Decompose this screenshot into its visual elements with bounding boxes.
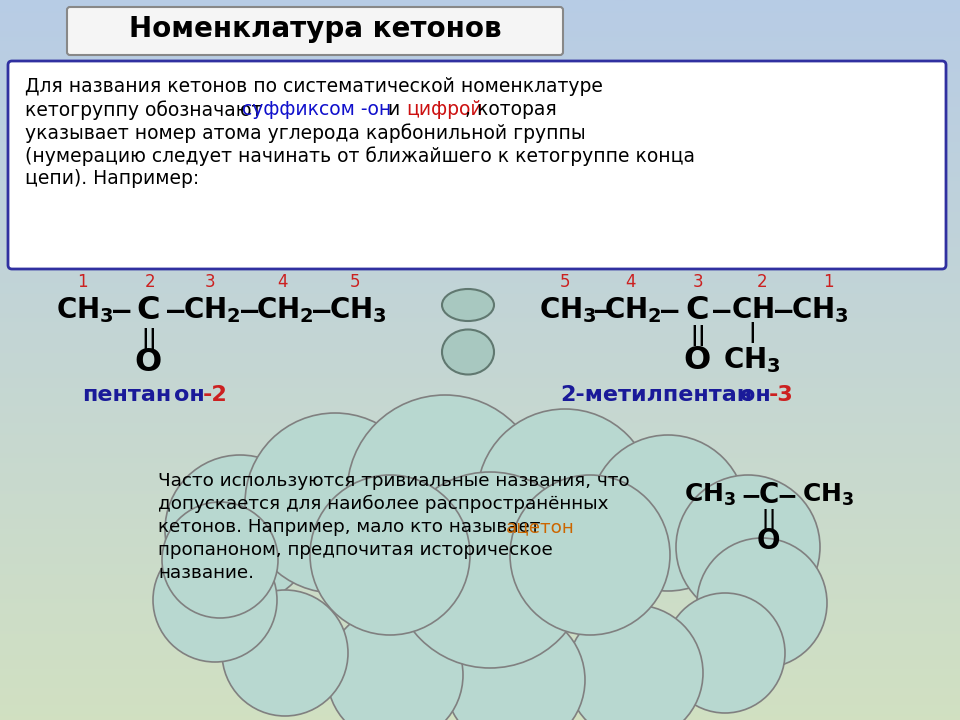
Circle shape [392,472,588,668]
Text: Часто используются тривиальные названия, что: Часто используются тривиальные названия,… [158,472,630,490]
Text: $\mathbf{CH_3}$: $\mathbf{CH_3}$ [540,295,597,325]
Text: 2: 2 [756,273,767,291]
Text: $\mathbf{||}$: $\mathbf{||}$ [141,325,156,351]
Text: $\mathbf{-}$: $\mathbf{-}$ [163,296,185,324]
Text: $\mathbf{C}$: $\mathbf{C}$ [136,294,159,325]
Circle shape [477,409,653,585]
Circle shape [590,435,746,591]
Text: 3: 3 [693,273,704,291]
Text: Для названия кетонов по систематической номенклатуре: Для названия кетонов по систематической … [25,77,603,96]
Text: -2: -2 [203,385,228,405]
Circle shape [676,475,820,619]
Text: цифрой: цифрой [406,100,483,119]
FancyBboxPatch shape [67,7,563,55]
Text: 1: 1 [823,273,833,291]
Text: 1: 1 [77,273,87,291]
Text: $\mathbf{CH_2}$: $\mathbf{CH_2}$ [183,295,241,325]
Text: , которая: , которая [465,100,557,119]
Circle shape [310,475,470,635]
Text: 5: 5 [349,273,360,291]
Text: $\mathbf{-}$: $\mathbf{-}$ [740,483,760,507]
Text: 2: 2 [145,273,156,291]
Text: $\mathbf{-}$: $\mathbf{-}$ [309,296,331,324]
Text: $\mathbf{-}$: $\mathbf{-}$ [108,296,132,324]
Text: $\mathbf{CH}$: $\mathbf{CH}$ [731,296,774,324]
Circle shape [245,413,425,593]
Text: он: он [174,385,204,405]
Text: $\mathbf{-}$: $\mathbf{-}$ [776,483,796,507]
Text: и: и [382,100,406,119]
Text: $\mathbf{||}$: $\mathbf{||}$ [689,323,705,348]
Text: $\mathbf{-}$: $\mathbf{-}$ [708,296,732,324]
Text: 3: 3 [204,273,215,291]
Circle shape [665,593,785,713]
Text: $\mathbf{C}$: $\mathbf{C}$ [757,481,779,509]
Text: пентан: пентан [82,385,171,405]
Text: $\mathbf{-}$: $\mathbf{-}$ [771,296,793,324]
Text: $\mathbf{||}$: $\mathbf{||}$ [761,507,775,531]
Circle shape [445,610,585,720]
Text: $\mathbf{CH_3}$: $\mathbf{CH_3}$ [723,345,780,375]
Text: $\mathbf{CH_3}$: $\mathbf{CH_3}$ [329,295,387,325]
Text: $\mathbf{C}$: $\mathbf{C}$ [685,294,708,325]
Circle shape [222,590,348,716]
Text: пропаноном, предпочитая историческое: пропаноном, предпочитая историческое [158,541,553,559]
Text: $\mathbf{-}$: $\mathbf{-}$ [237,296,259,324]
Text: $\mathbf{O}$: $\mathbf{O}$ [684,344,710,376]
Text: указывает номер атома углерода карбонильной группы: указывает номер атома углерода карбониль… [25,123,586,143]
Text: кетонов. Например, мало кто называет: кетонов. Например, мало кто называет [158,518,546,536]
Text: $\mathbf{-}$: $\mathbf{-}$ [657,296,679,324]
Circle shape [347,395,543,591]
Circle shape [162,502,278,618]
Text: Номенклатура кетонов: Номенклатура кетонов [129,15,501,43]
Text: (нумерацию следует начинать от ближайшего к кетогруппе конца: (нумерацию следует начинать от ближайшег… [25,146,695,166]
Text: допускается для наиболее распространённых: допускается для наиболее распространённы… [158,495,609,513]
Text: 4: 4 [625,273,636,291]
Text: $\mathbf{CH_2}$: $\mathbf{CH_2}$ [604,295,661,325]
Text: $\mathbf{CH_3}$: $\mathbf{CH_3}$ [684,482,736,508]
Circle shape [165,455,315,605]
Text: он: он [740,385,771,405]
Text: цепи). Например:: цепи). Например: [25,169,200,188]
Text: $\mathbf{CH_3}$: $\mathbf{CH_3}$ [56,295,114,325]
Text: название.: название. [158,564,254,582]
Circle shape [327,607,463,720]
Text: -3: -3 [769,385,794,405]
Text: суффиксом -он: суффиксом -он [242,100,392,119]
Circle shape [510,475,670,635]
Circle shape [567,605,703,720]
Circle shape [697,538,827,668]
Text: 5: 5 [560,273,570,291]
FancyBboxPatch shape [8,61,946,269]
Text: $\mathbf{O}$: $\mathbf{O}$ [134,346,162,377]
Text: кетогруппу обозначают: кетогруппу обозначают [25,100,269,120]
Text: ацетон: ацетон [506,518,575,536]
Text: $\mathbf{|}$: $\mathbf{|}$ [749,320,756,344]
Text: $\mathbf{CH_3}$: $\mathbf{CH_3}$ [791,295,849,325]
Text: 2-метилпентан: 2-метилпентан [560,385,752,405]
Text: 4: 4 [276,273,287,291]
Text: $\mathbf{-}$: $\mathbf{-}$ [590,296,613,324]
Text: $\mathbf{CH_3}$: $\mathbf{CH_3}$ [802,482,854,508]
Circle shape [153,538,277,662]
Ellipse shape [442,289,494,321]
Text: $\mathbf{CH_2}$: $\mathbf{CH_2}$ [256,295,314,325]
Ellipse shape [442,330,494,374]
Text: $\mathbf{O}$: $\mathbf{O}$ [756,527,780,555]
